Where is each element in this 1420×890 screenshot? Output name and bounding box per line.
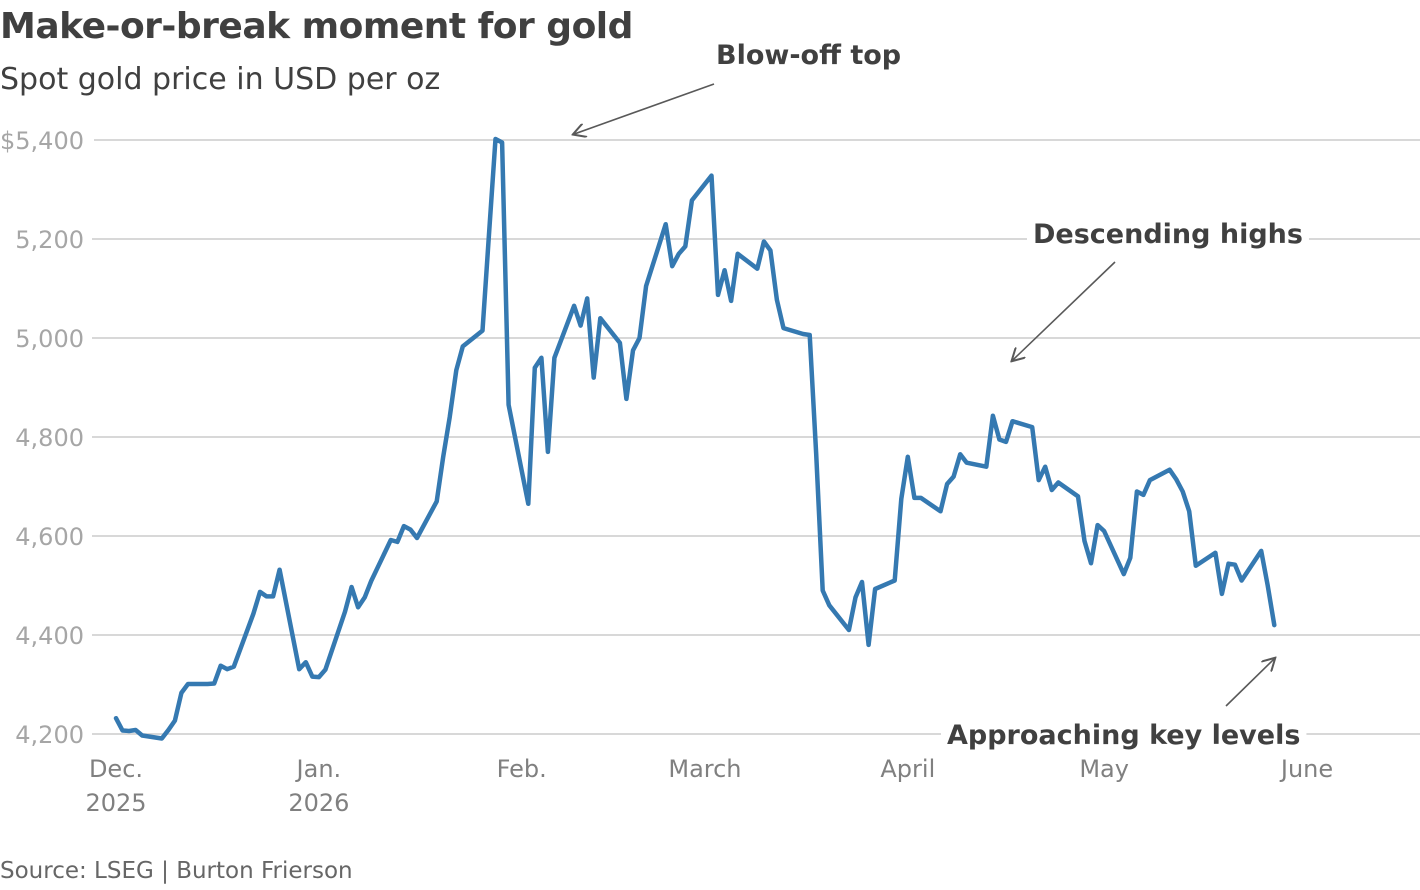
y-tick-label: 4,600 bbox=[15, 523, 84, 551]
annotation-arrow bbox=[574, 83, 715, 134]
y-tick-label: 5,200 bbox=[15, 226, 84, 254]
annotation-knockout bbox=[1027, 223, 1309, 246]
source-note: Source: LSEG | Burton Frierson bbox=[0, 858, 353, 884]
y-axis-ticks: $5,400 5,200 5,000 4,800 4,600 4,400 4,200 bbox=[0, 127, 84, 749]
annotation-knockout bbox=[941, 724, 1307, 747]
x-axis-ticks: Dec. 2025 Jan. 2026 Feb. March April May June bbox=[85, 755, 1333, 817]
y-tick-label: 5,000 bbox=[15, 325, 84, 353]
x-tick-year-label: 2025 bbox=[85, 789, 146, 817]
x-tick-label: Jan. bbox=[295, 755, 342, 783]
annotation-label: Descending highs bbox=[1033, 219, 1303, 250]
y-tick-label: $5,400 bbox=[0, 127, 84, 155]
y-tick-label: 4,200 bbox=[15, 721, 84, 749]
gold-price-line bbox=[113, 136, 1277, 741]
x-tick-label: June bbox=[1279, 755, 1333, 783]
chart-title: Make-or-break moment for gold bbox=[0, 6, 633, 47]
series-layer bbox=[113, 136, 1277, 741]
x-tick-label: May bbox=[1079, 755, 1129, 783]
x-tick-label: Feb. bbox=[497, 755, 547, 783]
x-tick-label: April bbox=[880, 755, 935, 783]
annotations: Blow-off top Descending highs Approaching … bbox=[574, 40, 1309, 751]
annotation-arrow bbox=[1225, 659, 1274, 707]
annotation-label: Blow-off top bbox=[716, 40, 901, 71]
chart-subtitle: Spot gold price in USD per oz bbox=[0, 62, 441, 97]
x-tick-year-label: 2026 bbox=[288, 789, 349, 817]
y-tick-label: 4,800 bbox=[15, 424, 84, 452]
x-tick-label: March bbox=[668, 755, 741, 783]
x-tick-label: Dec. bbox=[89, 755, 143, 783]
annotation-label: Approaching key levels bbox=[947, 720, 1300, 751]
annotation-arrow bbox=[1013, 261, 1116, 360]
y-tick-label: 4,400 bbox=[15, 622, 84, 650]
